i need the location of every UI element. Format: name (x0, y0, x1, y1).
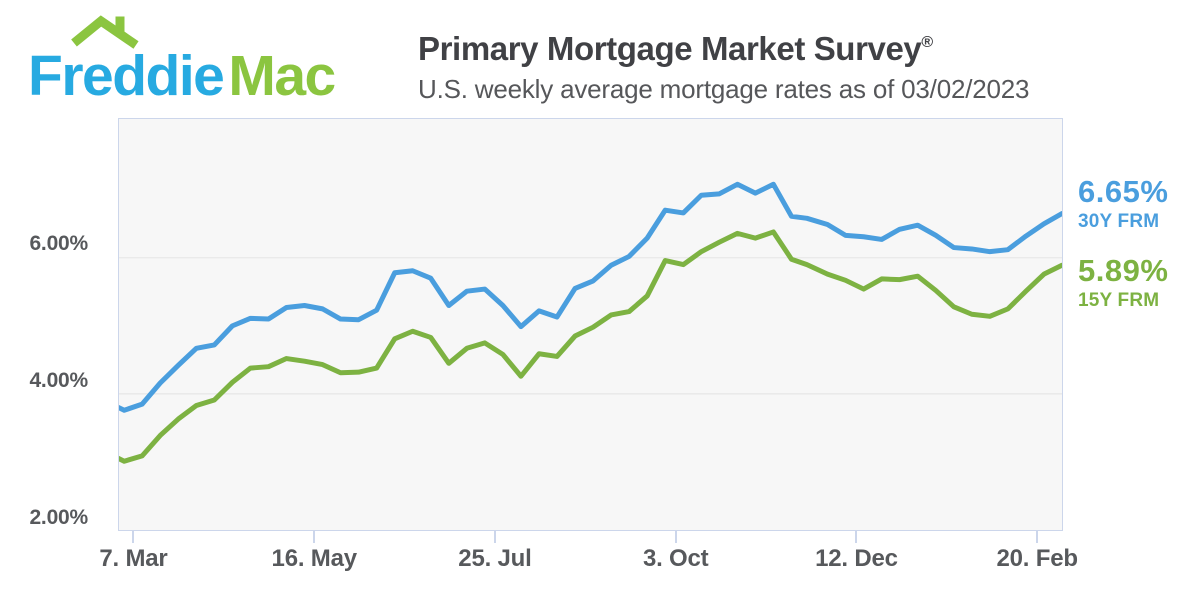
x-axis-label: 12. Dec (815, 545, 898, 572)
x-axis-label: 16. May (271, 545, 358, 572)
x-axis-tick (1036, 531, 1039, 543)
y-axis-label: 2.00% (29, 506, 88, 529)
x-axis-label: 20. Feb (996, 545, 1079, 572)
series-label-15y: 15Y FRM (1078, 290, 1160, 311)
series-label-30y: 30Y FRM (1078, 211, 1160, 232)
freddie-mac-logo: FreddieMac (28, 14, 398, 109)
logo-text-freddie: Freddie (28, 44, 225, 108)
registered-trademark-symbol: ® (921, 34, 933, 51)
page-subtitle: U.S. weekly average mortgage rates as of… (418, 74, 1030, 104)
series-line-15y-frm[interactable] (119, 229, 1062, 464)
y-axis-label: 6.00% (29, 232, 88, 256)
x-axis-tick (313, 531, 316, 543)
y-axis-label: 4.00% (29, 369, 88, 393)
latest-rate-15y: 5.89% (1078, 253, 1169, 288)
annotation-15y-frm: 5.89% 15Y FRM (1078, 254, 1168, 311)
x-axis-tick (132, 531, 135, 543)
annotation-30y-frm: 6.65% 30Y FRM (1078, 175, 1168, 232)
logo-text-mac: Mac (228, 44, 336, 108)
x-axis-label: 25. Jul (458, 545, 532, 572)
plot-area (118, 118, 1063, 531)
x-axis-tick (493, 531, 496, 543)
x-axis-tick (855, 531, 858, 543)
x-axis-label: 3. Oct (642, 545, 709, 572)
page-title: Primary Mortgage Market Survey® (418, 26, 1029, 67)
logo-wordmark: FreddieMac (28, 44, 336, 108)
page-title-text: Primary Mortgage Market Survey (418, 30, 922, 67)
house-roof-icon (71, 15, 139, 49)
latest-rate-30y: 6.65% (1078, 174, 1169, 209)
x-axis-label: 7. Mar (99, 545, 168, 572)
header-titles: Primary Mortgage Market Survey® U.S. wee… (418, 26, 1030, 104)
series-line-30y-frm[interactable] (119, 181, 1062, 413)
x-axis-tick (674, 531, 677, 543)
